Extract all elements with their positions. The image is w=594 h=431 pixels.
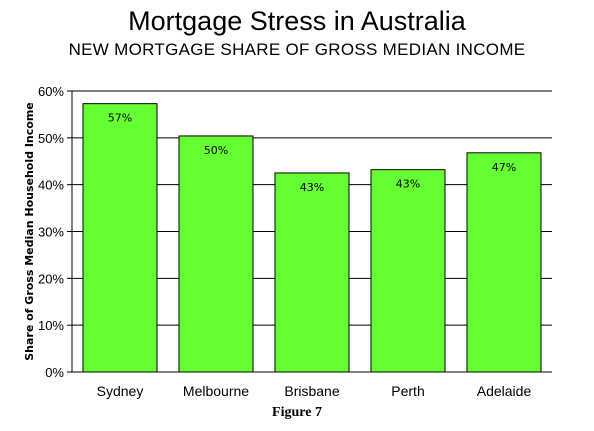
bar-chart: 0% 10% 20% 30% 40% 50% 60% 57% Sydney 50% Melbourn…: [23, 84, 552, 399]
bar: [82, 103, 158, 373]
data-label: 43%: [300, 181, 324, 194]
data-label: 57%: [108, 112, 132, 125]
x-tick-label: Sydney: [97, 383, 144, 399]
bar: [370, 169, 446, 373]
bar: [178, 135, 254, 373]
data-label: 47%: [492, 161, 516, 174]
y-tick-label: 20%: [38, 271, 64, 286]
y-tick-label: 10%: [38, 318, 64, 333]
y-axis-label: Share of Gross Median Household Income: [23, 102, 36, 361]
x-tick-label: Melbourne: [183, 383, 249, 399]
data-label: 50%: [204, 144, 228, 157]
x-tick-label: Brisbane: [284, 383, 339, 399]
x-tick-label: Adelaide: [477, 383, 532, 399]
x-tick-label: Perth: [391, 383, 424, 399]
y-tick-label: 40%: [38, 178, 64, 193]
figure-caption: Figure 7: [272, 405, 322, 420]
y-tick-label: 60%: [38, 84, 64, 99]
y-tick-label: 0%: [45, 365, 64, 380]
y-tick-label: 30%: [38, 225, 64, 240]
y-tick-label: 50%: [38, 131, 64, 146]
bar: [466, 152, 542, 373]
bar: [274, 172, 350, 373]
data-label: 43%: [396, 178, 420, 191]
chart-title: Mortgage Stress in Australia: [128, 6, 466, 36]
chart-subtitle: NEW MORTGAGE SHARE OF GROSS MEDIAN INCOM…: [68, 40, 526, 59]
